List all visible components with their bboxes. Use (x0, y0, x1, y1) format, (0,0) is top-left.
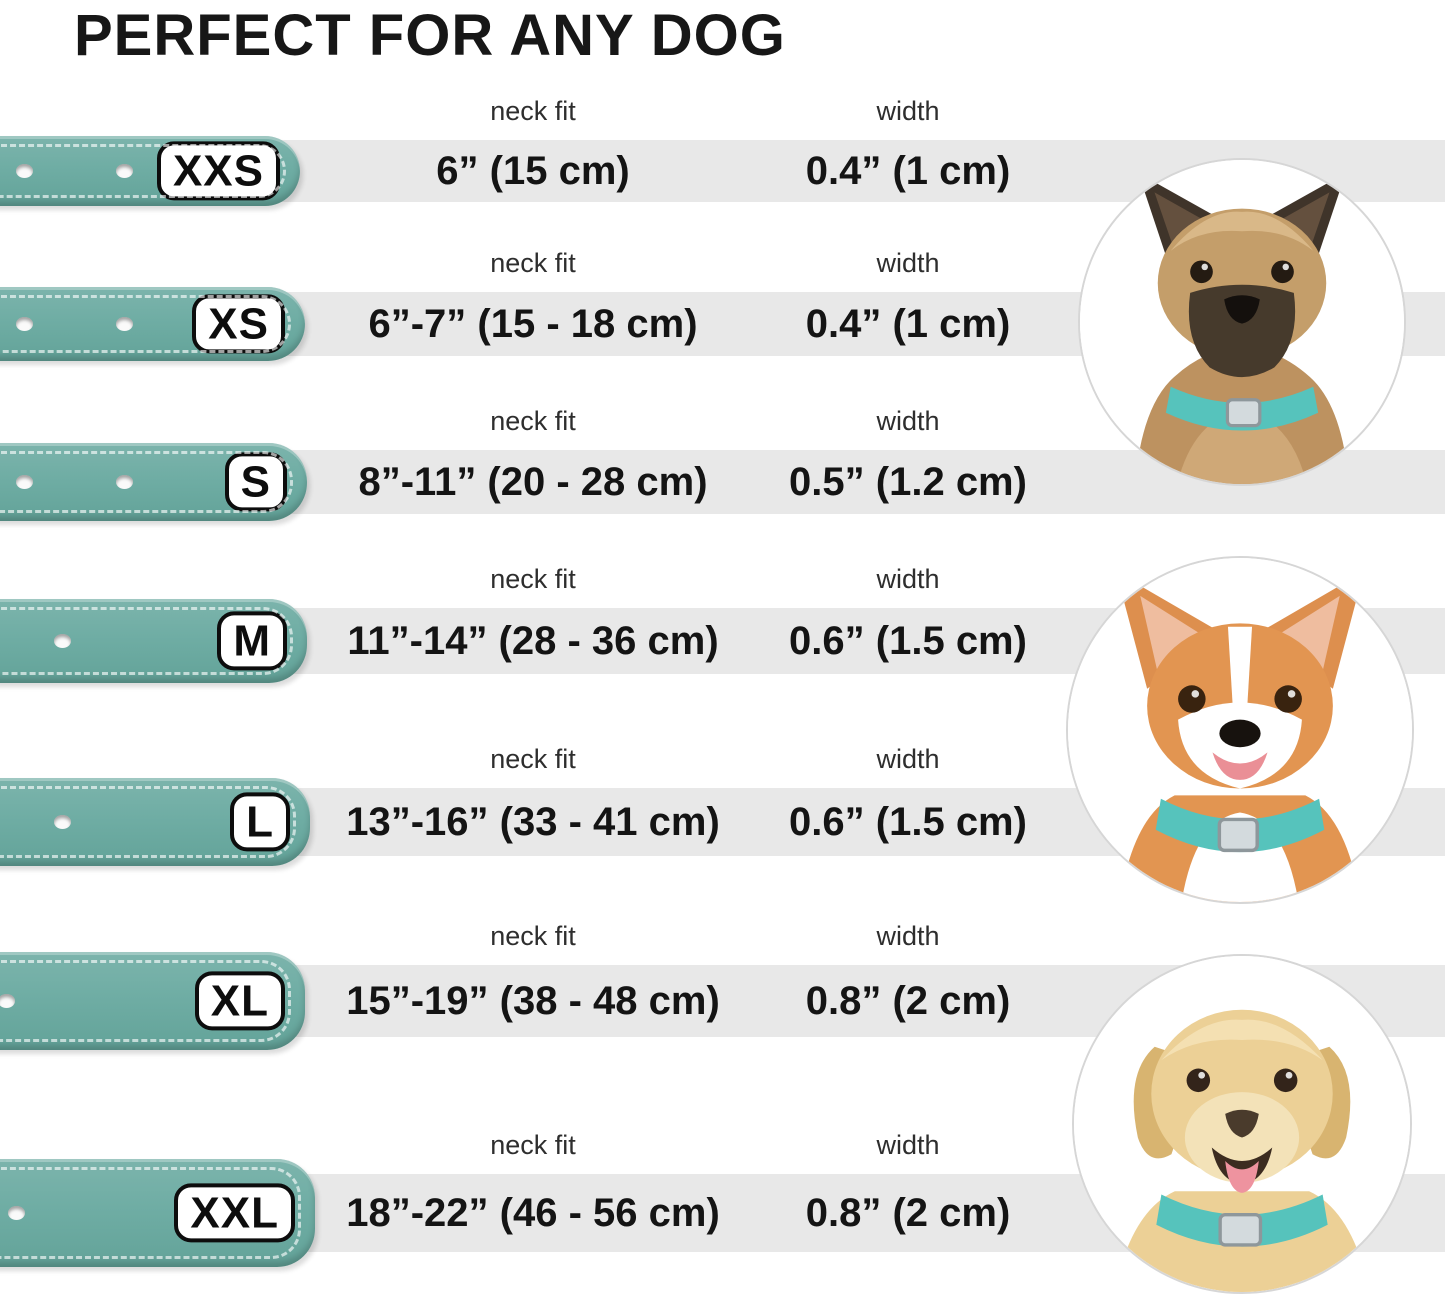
neck-fit-value: 18”-22” (46 - 56 cm) (346, 1190, 720, 1235)
terrier-dog-photo (1078, 158, 1406, 486)
size-badge: L (230, 792, 290, 852)
neck-fit-label: neck fit (490, 921, 576, 951)
collar-strap: XS (0, 287, 305, 361)
terrier-dog-illustration (1080, 160, 1404, 484)
corgi-dog-illustration (1068, 558, 1412, 902)
neck-fit-label: neck fit (490, 564, 576, 594)
collar-hole (8, 1206, 25, 1220)
width-value: 0.4” (1 cm) (805, 148, 1011, 193)
width-value: 0.6” (1.5 cm) (789, 799, 1027, 844)
neck-fit-value: 15”-19” (38 - 48 cm) (346, 978, 720, 1023)
width-label: width (876, 406, 940, 436)
width-label: width (876, 921, 940, 951)
collar-strap: XL (0, 952, 305, 1050)
neck-fit-value: 8”-11” (20 - 28 cm) (358, 459, 708, 504)
width-value: 0.4” (1 cm) (805, 301, 1011, 346)
width-value: 0.8” (2 cm) (805, 1190, 1011, 1235)
collar-hole (116, 317, 133, 331)
size-row-s: neck fit width S 8”-11” (20 - 28 cm) 0.5… (0, 406, 1445, 521)
page-title: PERFECT FOR ANY DOG (74, 3, 786, 68)
width-value: 0.5” (1.2 cm) (789, 459, 1027, 504)
collar-hole (16, 475, 33, 489)
collar-strap: XXL (0, 1159, 315, 1267)
collar-strap: S (0, 443, 307, 521)
neck-fit-label: neck fit (490, 406, 576, 436)
collar-hole (116, 475, 133, 489)
neck-fit-value: 11”-14” (28 - 36 cm) (347, 618, 719, 663)
neck-fit-label: neck fit (490, 248, 576, 278)
width-label: width (876, 564, 940, 594)
labrador-dog-photo (1072, 954, 1412, 1294)
collar-hole (54, 815, 71, 829)
collar-strap: XXS (0, 136, 300, 206)
size-badge: XL (194, 971, 285, 1031)
size-badge: S (224, 452, 287, 512)
collar-hole (16, 164, 33, 178)
width-value: 0.8” (2 cm) (805, 978, 1011, 1023)
width-label: width (876, 248, 940, 278)
neck-fit-value: 6”-7” (15 - 18 cm) (368, 301, 698, 346)
collar-strap: M (0, 599, 307, 683)
neck-fit-label: neck fit (490, 1130, 576, 1160)
width-label: width (876, 1130, 940, 1160)
collar-hole (16, 317, 33, 331)
collar-hole (0, 994, 15, 1008)
size-badge: M (217, 611, 287, 671)
collar-strap: L (0, 778, 310, 866)
neck-fit-value: 13”-16” (33 - 41 cm) (346, 799, 720, 844)
collar-hole (116, 164, 133, 178)
width-value: 0.6” (1.5 cm) (789, 618, 1027, 663)
neck-fit-value: 6” (15 cm) (436, 148, 630, 193)
size-badge: XXL (174, 1183, 295, 1243)
width-label: width (876, 744, 940, 774)
collar-hole (54, 634, 71, 648)
neck-fit-label: neck fit (490, 96, 576, 126)
size-badge: XS (192, 294, 285, 354)
labrador-dog-illustration (1074, 956, 1410, 1292)
neck-fit-label: neck fit (490, 744, 576, 774)
size-badge: XXS (156, 141, 280, 201)
corgi-dog-photo (1066, 556, 1414, 904)
width-label: width (876, 96, 940, 126)
